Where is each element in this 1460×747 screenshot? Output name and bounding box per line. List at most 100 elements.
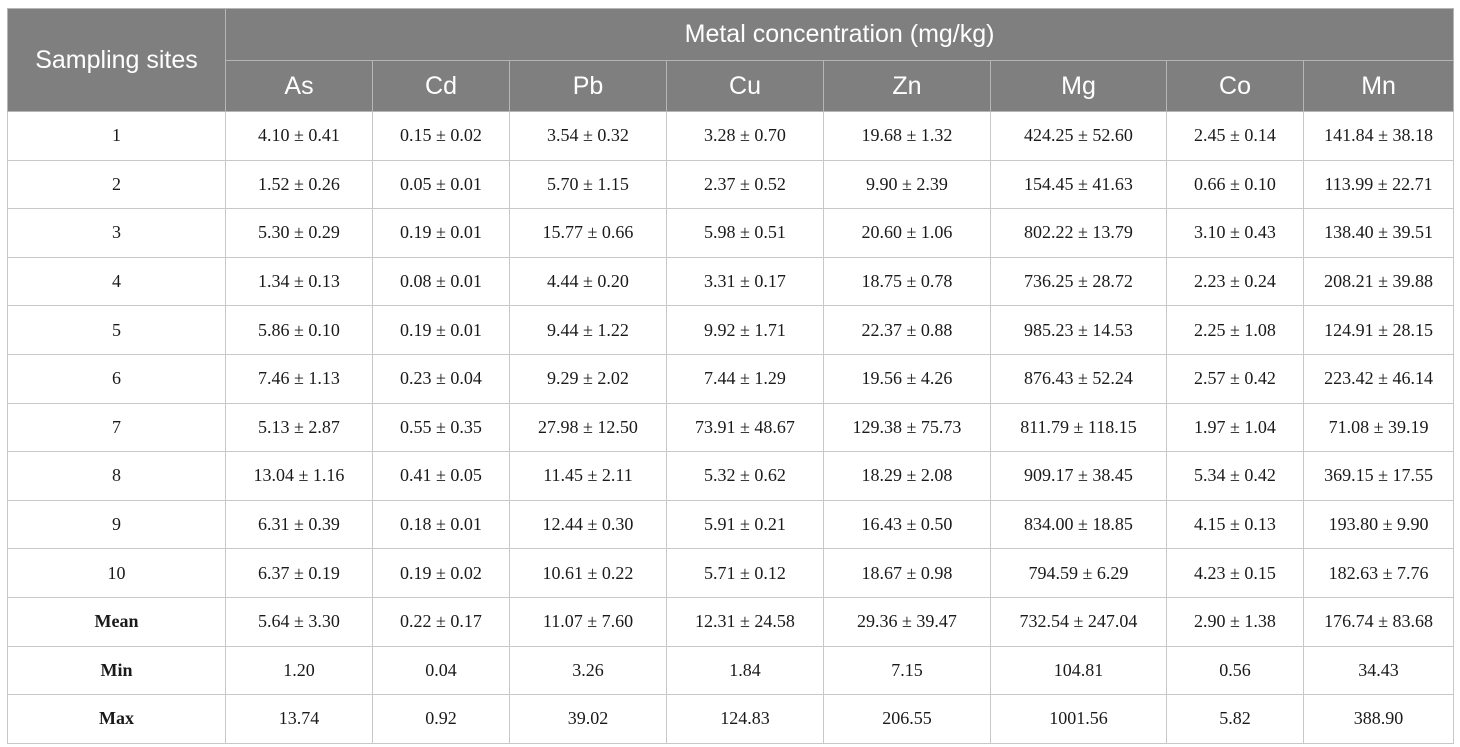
table-cell: 71.08 ± 39.19: [1302, 402, 1455, 453]
table-cell: 5.32 ± 0.62: [666, 451, 824, 501]
table-row: 3 5.30 ± 0.29 0.19 ± 0.01 15.77 ± 0.66 5.98 …: [7, 208, 1455, 258]
table-cell: 19.68 ± 1.32: [823, 111, 991, 161]
table-row: 1 4.10 ± 0.41 0.15 ± 0.02 3.54 ± 0.32 3.28 ±…: [7, 111, 1455, 161]
row-label: 7: [7, 402, 226, 453]
table-cell: 876.43 ± 52.24: [990, 353, 1167, 404]
table-cell: 736.25 ± 28.72: [990, 256, 1167, 307]
table-cell: 9.92 ± 1.71: [666, 305, 824, 355]
table-cell: 5.82: [1166, 694, 1304, 744]
table-cell: 208.21 ± 39.88: [1302, 256, 1455, 307]
metal-header-co: Co: [1166, 60, 1304, 112]
table-cell: 5.70 ± 1.15: [509, 159, 667, 210]
row-label: 5: [7, 305, 226, 355]
table-cell: 0.19 ± 0.01: [372, 208, 510, 258]
table-cell: 0.22 ± 0.17: [372, 596, 510, 647]
table-cell: 6.31 ± 0.39: [225, 499, 373, 550]
table-row: 2 1.52 ± 0.26 0.05 ± 0.01 5.70 ± 1.15 2.37 ±…: [7, 159, 1455, 210]
table-body: 1 4.10 ± 0.41 0.15 ± 0.02 3.54 ± 0.32 3.28 ±…: [7, 111, 1455, 744]
table-cell: 0.18 ± 0.01: [372, 499, 510, 550]
metal-header-mg: Mg: [990, 60, 1167, 112]
table-cell: 18.67 ± 0.98: [823, 548, 991, 598]
table-cell: 0.41 ± 0.05: [372, 451, 510, 501]
table-cell: 0.56: [1166, 645, 1304, 696]
table-cell: 9.90 ± 2.39: [823, 159, 991, 210]
table-cell: 3.28 ± 0.70: [666, 111, 824, 161]
metal-header-zn: Zn: [823, 60, 991, 112]
table-cell: 27.98 ± 12.50: [509, 402, 667, 453]
row-label: 6: [7, 353, 226, 404]
table-cell: 223.42 ± 46.14: [1302, 353, 1455, 404]
table-cell: 834.00 ± 18.85: [990, 499, 1167, 550]
table-cell: 10.61 ± 0.22: [509, 548, 667, 598]
table-cell: 4.23 ± 0.15: [1166, 548, 1304, 598]
table-row: 5 5.86 ± 0.10 0.19 ± 0.01 9.44 ± 1.22 9.92 ±…: [7, 305, 1455, 355]
table-cell: 2.57 ± 0.42: [1166, 353, 1304, 404]
table-cell: 0.19 ± 0.01: [372, 305, 510, 355]
table-cell: 16.43 ± 0.50: [823, 499, 991, 550]
table-cell: 0.19 ± 0.02: [372, 548, 510, 598]
table-cell: 369.15 ± 17.55: [1302, 451, 1455, 501]
table-cell: 0.23 ± 0.04: [372, 353, 510, 404]
sampling-sites-header: Sampling sites: [7, 8, 226, 112]
metal-header-mn: Mn: [1302, 60, 1455, 112]
row-label: 1: [7, 111, 226, 161]
table-row: Mean 5.64 ± 3.30 0.22 ± 0.17 11.07 ± 7.60 12…: [7, 596, 1455, 647]
table-cell: 138.40 ± 39.51: [1302, 208, 1455, 258]
table-row: Max 13.74 0.92 39.02 124.83 206.55 1001.56 5.82…: [7, 694, 1455, 744]
table-cell: 0.55 ± 0.35: [372, 402, 510, 453]
table-cell: 11.07 ± 7.60: [509, 596, 667, 647]
table-cell: 5.34 ± 0.42: [1166, 451, 1304, 501]
table-cell: 113.99 ± 22.71: [1302, 159, 1455, 210]
table-cell: 424.25 ± 52.60: [990, 111, 1167, 161]
table-cell: 4.10 ± 0.41: [225, 111, 373, 161]
row-label: Min: [7, 645, 226, 696]
table-cell: 1.52 ± 0.26: [225, 159, 373, 210]
table-cell: 811.79 ± 118.15: [990, 402, 1167, 453]
metal-header-cd: Cd: [372, 60, 510, 112]
table-cell: 4.15 ± 0.13: [1166, 499, 1304, 550]
metal-header-cu: Cu: [666, 60, 824, 112]
table-cell: 0.05 ± 0.01: [372, 159, 510, 210]
table-cell: 124.91 ± 28.15: [1302, 305, 1455, 355]
table-cell: 18.29 ± 2.08: [823, 451, 991, 501]
row-label: 9: [7, 499, 226, 550]
table-cell: 732.54 ± 247.04: [990, 596, 1167, 647]
table-cell: 0.92: [372, 694, 510, 744]
metal-header-as: As: [225, 60, 373, 112]
table-cell: 193.80 ± 9.90: [1302, 499, 1455, 550]
row-label: 3: [7, 208, 226, 258]
table-cell: 154.45 ± 41.63: [990, 159, 1167, 210]
table-cell: 5.13 ± 2.87: [225, 402, 373, 453]
table-cell: 13.74: [225, 694, 373, 744]
metal-concentration-header: Metal concentration (mg/kg): [224, 8, 1455, 61]
table-cell: 0.08 ± 0.01: [372, 256, 510, 307]
table-cell: 3.26: [509, 645, 667, 696]
table-row: 8 13.04 ± 1.16 0.41 ± 0.05 11.45 ± 2.11 5.32…: [7, 451, 1455, 501]
table-cell: 0.04: [372, 645, 510, 696]
table-cell: 206.55: [823, 694, 991, 744]
table-cell: 2.37 ± 0.52: [666, 159, 824, 210]
table-cell: 2.23 ± 0.24: [1166, 256, 1304, 307]
row-label: 4: [7, 256, 226, 307]
table-cell: 2.25 ± 1.08: [1166, 305, 1304, 355]
table-cell: 7.44 ± 1.29: [666, 353, 824, 404]
table-cell: 2.90 ± 1.38: [1166, 596, 1304, 647]
table-cell: 11.45 ± 2.11: [509, 451, 667, 501]
header-group-row: Sampling sites Metal concentration (mg/k…: [7, 8, 1455, 112]
table-cell: 12.31 ± 24.58: [666, 596, 824, 647]
table-cell: 34.43: [1302, 645, 1455, 696]
table-cell: 22.37 ± 0.88: [823, 305, 991, 355]
table-cell: 1.97 ± 1.04: [1166, 402, 1304, 453]
table-cell: 5.30 ± 0.29: [225, 208, 373, 258]
row-label: 10: [7, 548, 226, 598]
table-cell: 39.02: [509, 694, 667, 744]
table-cell: 5.91 ± 0.21: [666, 499, 824, 550]
table-cell: 7.46 ± 1.13: [225, 353, 373, 404]
table-cell: 73.91 ± 48.67: [666, 402, 824, 453]
table-cell: 6.37 ± 0.19: [225, 548, 373, 598]
table-cell: 388.90: [1302, 694, 1455, 744]
table-header: Sampling sites Metal concentration (mg/k…: [7, 8, 1455, 112]
table-cell: 909.17 ± 38.45: [990, 451, 1167, 501]
table-row: 7 5.13 ± 2.87 0.55 ± 0.35 27.98 ± 12.50 73.9…: [7, 402, 1455, 453]
table-row: Min 1.20 0.04 3.26 1.84 7.15 104.81 0.56 34.43: [7, 645, 1455, 696]
